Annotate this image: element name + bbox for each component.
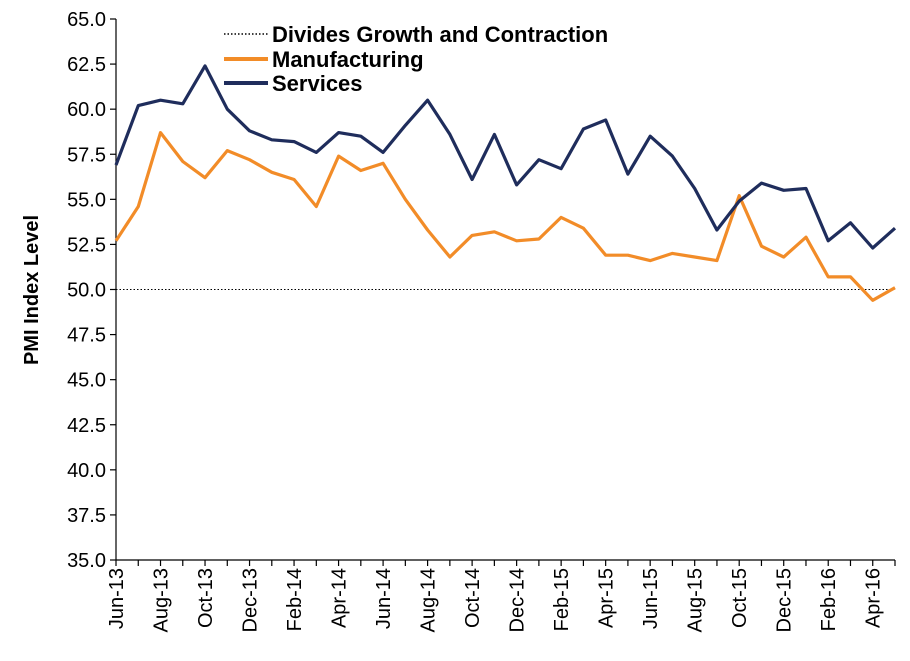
y-tick-label: 37.5 bbox=[67, 505, 106, 527]
x-tick-label: Apr-16 bbox=[863, 568, 885, 628]
legend-label-manufacturing: Manufacturing bbox=[272, 47, 424, 72]
y-tick-label: 35.0 bbox=[67, 550, 106, 572]
x-tick-label: Jun-15 bbox=[640, 568, 662, 629]
x-tick-label: Dec-13 bbox=[240, 568, 262, 632]
x-tick-label: Feb-14 bbox=[284, 568, 306, 631]
x-tick-label: Feb-16 bbox=[818, 568, 840, 631]
y-tick-label: 55.0 bbox=[67, 189, 106, 211]
series-line-services bbox=[114, 64, 897, 250]
y-tick-label: 65.0 bbox=[67, 9, 106, 31]
y-tick-label: 42.5 bbox=[67, 415, 106, 437]
x-tick-label: Jun-14 bbox=[373, 568, 395, 629]
y-tick-label: 57.5 bbox=[67, 144, 106, 166]
x-tick-label: Feb-15 bbox=[551, 568, 573, 631]
x-axis-ticks: Jun-13 Aug-13 Oct-13 Dec-13 Feb-14 Apr-14 Jun-… bbox=[106, 560, 896, 633]
x-tick-label: Oct-13 bbox=[195, 568, 217, 628]
x-tick-label: Dec-15 bbox=[774, 568, 796, 632]
y-axis-ticks: 35.0 37.5 40.0 42.5 45.0 47.5 50.0 52.5 55.0 57.5… bbox=[67, 9, 116, 572]
x-tick-label: Aug-13 bbox=[151, 568, 173, 633]
y-tick-label: 45.0 bbox=[67, 370, 106, 392]
y-tick-label: 60.0 bbox=[67, 99, 106, 121]
y-tick-label: 50.0 bbox=[67, 280, 106, 302]
y-tick-label: 40.0 bbox=[67, 460, 106, 482]
x-tick-label: Dec-14 bbox=[507, 568, 529, 632]
x-tick-label: Oct-14 bbox=[462, 568, 484, 628]
x-tick-label: Jun-13 bbox=[106, 568, 128, 629]
legend-item-reference: Divides Growth and Contraction bbox=[224, 22, 608, 47]
legend-label-services: Services bbox=[272, 71, 363, 96]
y-tick-label: 47.5 bbox=[67, 325, 106, 347]
y-tick-label: 52.5 bbox=[67, 234, 106, 256]
legend: Divides Growth and Contraction Manufactu… bbox=[224, 22, 608, 96]
series-line-manufacturing bbox=[114, 131, 896, 302]
x-tick-label: Apr-14 bbox=[329, 568, 351, 628]
legend-label-reference: Divides Growth and Contraction bbox=[272, 22, 608, 47]
x-tick-label: Aug-14 bbox=[418, 568, 440, 633]
x-tick-label: Apr-15 bbox=[596, 568, 618, 628]
x-tick-label: Aug-15 bbox=[685, 568, 707, 633]
legend-item-manufacturing: Manufacturing bbox=[224, 47, 424, 72]
legend-item-services: Services bbox=[224, 71, 363, 96]
y-axis-title: PMI Index Level bbox=[21, 215, 43, 365]
x-tick-label: Oct-15 bbox=[729, 568, 751, 628]
series-group bbox=[114, 64, 897, 302]
plot-area: 35.0 37.5 40.0 42.5 45.0 47.5 50.0 52.5 55.0 57.5… bbox=[67, 9, 897, 633]
y-tick-label: 62.5 bbox=[67, 54, 106, 76]
